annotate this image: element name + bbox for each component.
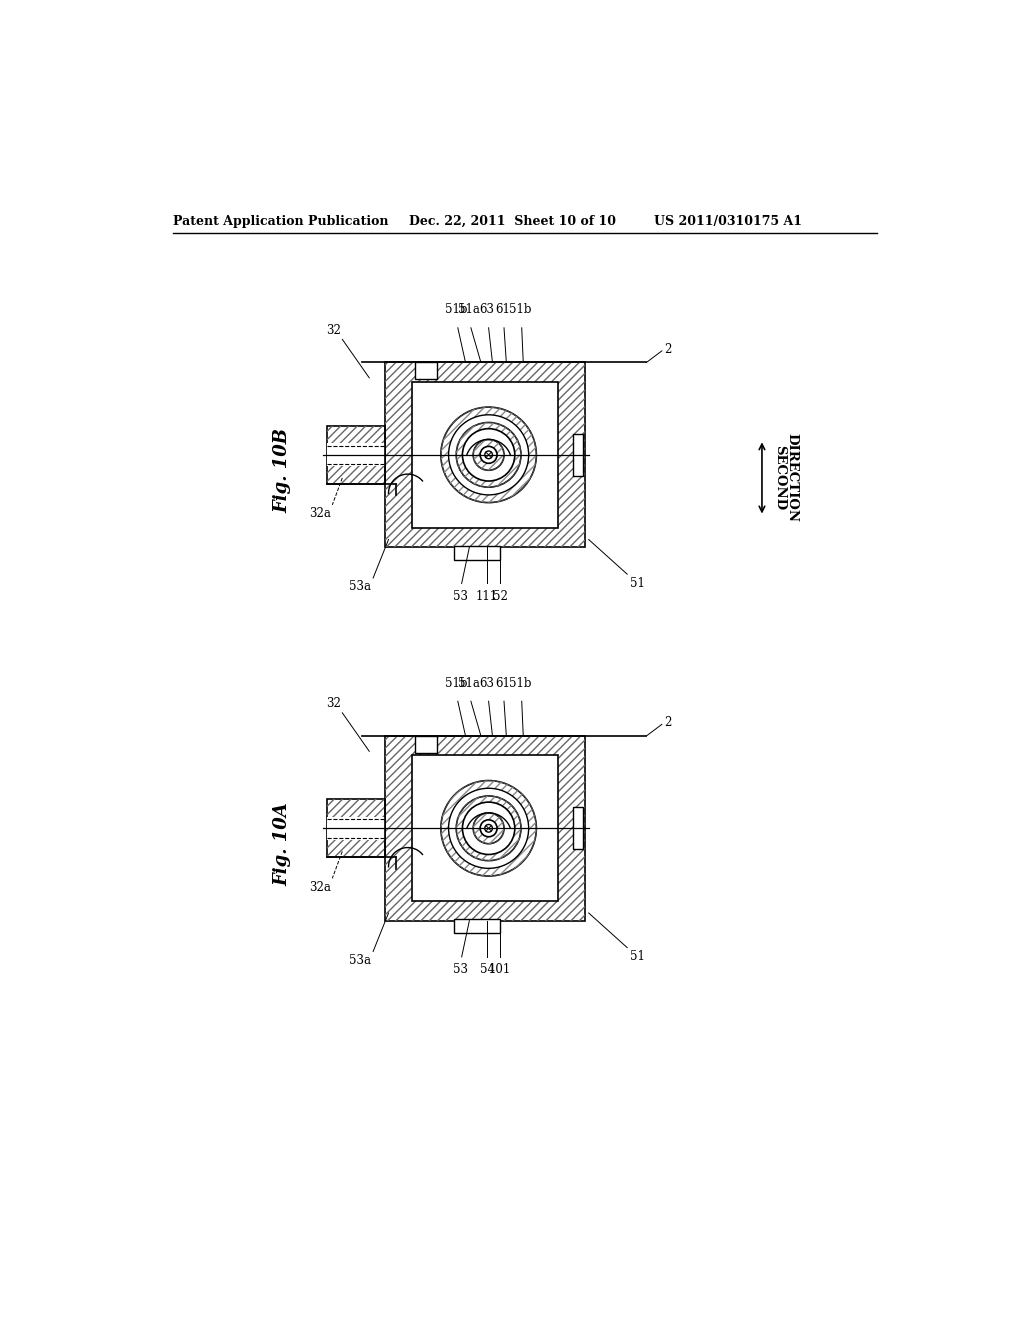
Bar: [385, 363, 585, 548]
Bar: [454, 919, 500, 933]
Text: US 2011/0310175 A1: US 2011/0310175 A1: [654, 215, 802, 228]
Bar: [327, 817, 385, 840]
Circle shape: [457, 422, 521, 487]
Text: 61: 61: [495, 304, 510, 317]
Bar: [416, 363, 437, 379]
Bar: [327, 800, 385, 857]
Bar: [572, 434, 584, 477]
Circle shape: [449, 788, 528, 869]
Bar: [327, 426, 385, 483]
Text: 51: 51: [630, 950, 644, 964]
Text: 53: 53: [453, 590, 468, 603]
Circle shape: [480, 446, 497, 463]
Text: 63: 63: [479, 304, 495, 317]
Text: Fig. 10B: Fig. 10B: [273, 428, 291, 512]
Text: 51b: 51b: [509, 677, 531, 689]
Circle shape: [473, 813, 504, 843]
Text: 51b: 51b: [445, 304, 468, 317]
Bar: [412, 755, 558, 902]
Bar: [385, 737, 585, 921]
Text: Patent Application Publication: Patent Application Publication: [173, 215, 388, 228]
Text: DIRECTION: DIRECTION: [785, 433, 798, 523]
Text: 2: 2: [665, 343, 672, 356]
Circle shape: [441, 780, 537, 876]
Text: 32: 32: [326, 697, 341, 710]
Bar: [454, 545, 500, 560]
Text: 53: 53: [453, 964, 468, 975]
Text: 51: 51: [630, 577, 644, 590]
Circle shape: [449, 414, 528, 495]
Text: 101: 101: [489, 964, 511, 975]
Bar: [416, 737, 437, 752]
Bar: [327, 426, 385, 483]
Circle shape: [457, 796, 521, 861]
Text: 32a: 32a: [309, 507, 331, 520]
Text: 63: 63: [479, 677, 495, 689]
Text: 51b: 51b: [445, 677, 468, 689]
Bar: [327, 800, 385, 857]
Text: 111: 111: [476, 590, 498, 603]
Bar: [412, 381, 558, 528]
Bar: [385, 363, 585, 548]
Text: 52: 52: [493, 590, 508, 603]
Text: 2: 2: [665, 717, 672, 730]
Text: 61: 61: [495, 677, 510, 689]
Circle shape: [480, 820, 497, 837]
Bar: [572, 807, 584, 850]
Text: 53a: 53a: [349, 954, 371, 966]
Text: 54: 54: [479, 964, 495, 975]
Text: 32: 32: [326, 323, 341, 337]
Bar: [327, 444, 385, 466]
Text: 51a: 51a: [459, 677, 480, 689]
Circle shape: [463, 803, 515, 854]
Text: SECOND: SECOND: [773, 445, 786, 511]
Text: 32a: 32a: [309, 880, 331, 894]
Text: 53a: 53a: [349, 581, 371, 594]
Bar: [385, 737, 585, 921]
Text: 51a: 51a: [459, 304, 480, 317]
Circle shape: [473, 440, 504, 470]
Circle shape: [463, 429, 515, 480]
Text: Fig. 10A: Fig. 10A: [273, 801, 291, 886]
Text: Dec. 22, 2011  Sheet 10 of 10: Dec. 22, 2011 Sheet 10 of 10: [410, 215, 616, 228]
Text: 51b: 51b: [509, 304, 531, 317]
Circle shape: [441, 407, 537, 503]
